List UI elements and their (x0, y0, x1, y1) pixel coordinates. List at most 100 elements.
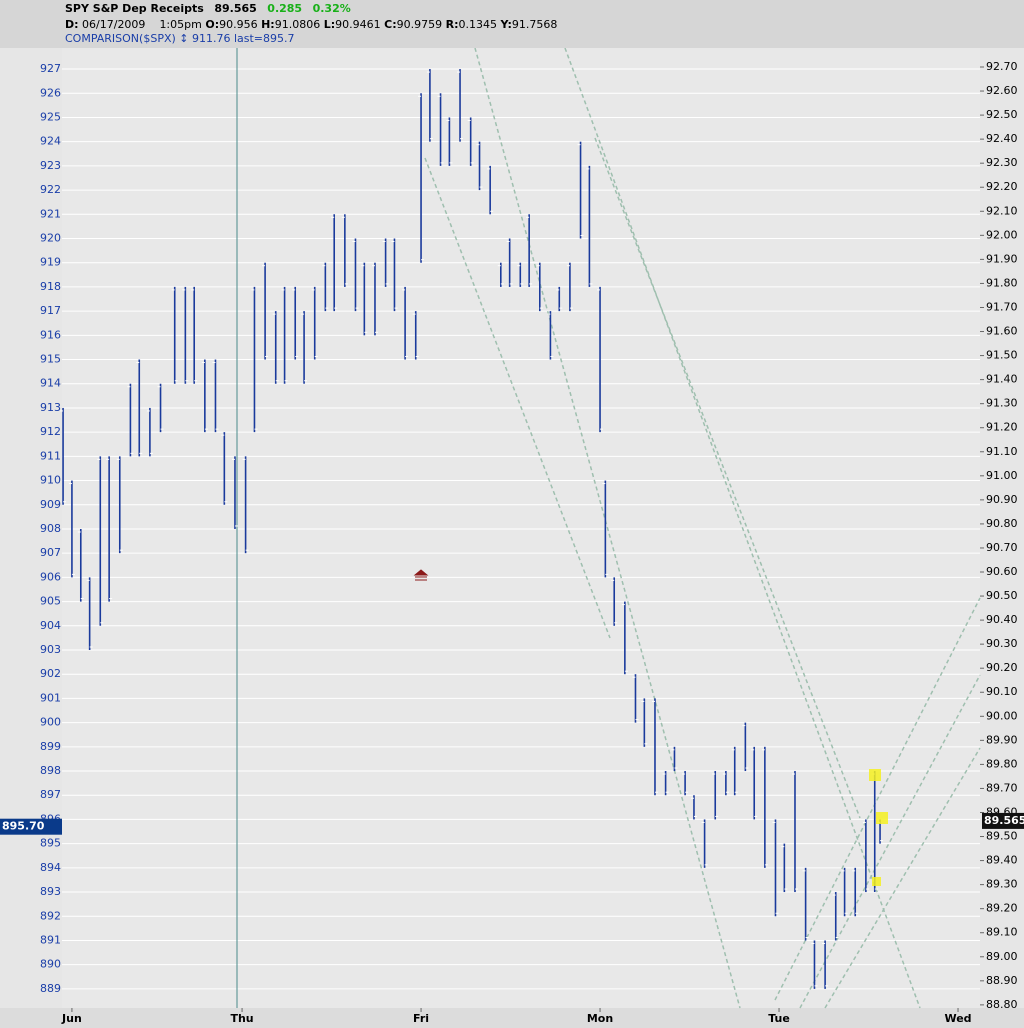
y2-tick-label: 91.60 (986, 325, 1018, 338)
y2-tick-label: 90.30 (986, 637, 1018, 650)
plot-area (62, 48, 980, 1008)
label: R: (445, 18, 459, 31)
y-tick-label: 906 (40, 570, 61, 583)
y-tick-label: 892 (40, 909, 61, 922)
y2-tick-label: 92.30 (986, 156, 1018, 169)
y2-tick-label: 89.90 (986, 733, 1018, 746)
y2-tick-label: 90.10 (986, 685, 1018, 698)
y-tick-label: 899 (40, 740, 61, 753)
y2-tick-label: 89.00 (986, 950, 1018, 963)
y-tick-label: 912 (40, 425, 61, 438)
x-tick-label: Jun (61, 1012, 82, 1025)
y-tick-label: 904 (40, 619, 61, 632)
y2-tick-label: 89.30 (986, 878, 1018, 891)
x-tick-label: Mon (587, 1012, 613, 1025)
y-tick-label: 891 (40, 933, 61, 946)
y-tick-label: 918 (40, 280, 61, 293)
y2-tick-label: 91.00 (986, 469, 1018, 482)
y2-tick-label: 91.30 (986, 397, 1018, 410)
y2-tick-label: 89.70 (986, 781, 1018, 794)
value: 90.956 (219, 18, 258, 31)
y2-tick-label: 92.00 (986, 228, 1018, 241)
y-tick-label: 895 (40, 837, 61, 850)
time: 1:05pm (159, 18, 202, 31)
trend-line (799, 674, 981, 1009)
label: Y: (500, 18, 512, 31)
y-tick-label: 922 (40, 183, 61, 196)
y2-tick-label: 92.60 (986, 84, 1018, 97)
y-tick-label: 905 (40, 595, 61, 608)
x-tick-label: Fri (413, 1012, 429, 1025)
highlight (872, 877, 881, 886)
last: 89.565 (214, 2, 257, 15)
x-tick-label: Tue (768, 1012, 790, 1025)
y-tick-label: 910 (40, 474, 61, 487)
value: 0.1345 (458, 18, 497, 31)
y-tick-label: 900 (40, 716, 61, 729)
trend-line (824, 747, 981, 1009)
y-tick-label: 908 (40, 522, 61, 535)
y2-tick-label: 90.90 (986, 493, 1018, 506)
highlight (876, 812, 888, 824)
y-tick-label: 903 (40, 643, 61, 656)
y2-tick-label: 92.70 (986, 60, 1018, 73)
value: 90.9461 (335, 18, 381, 31)
x-axis-strip (0, 1008, 1024, 1028)
label: H: (261, 18, 275, 31)
comparison: COMPARISON($SPX) ↕ 911.76 last=895.7 (65, 32, 295, 45)
label: D: (65, 18, 79, 31)
y2-tick-label: 91.40 (986, 373, 1018, 386)
label: L: (323, 18, 336, 31)
x-tick-label: Thu (230, 1012, 253, 1025)
y-tick-label: 894 (40, 861, 61, 874)
y-tick-label: 920 (40, 231, 61, 244)
y2-tick-label: 89.50 (986, 830, 1018, 843)
symbol: SPY S&P Dep Receipts (65, 2, 204, 15)
value: 91.0806 (274, 18, 321, 31)
y-tick-label: 927 (40, 62, 61, 75)
y2-tick-label: 88.90 (986, 974, 1018, 987)
y-tick-label: 909 (40, 498, 61, 511)
y2-tick-label: 89.10 (986, 926, 1018, 939)
trend-lines (424, 48, 981, 1009)
chart: 8898908918928938948958968978988999009019… (0, 48, 1024, 1028)
ohlc-line: D: 06/17/2009 1:05pm O:90.956 H:91.0806 … (65, 18, 557, 31)
last-price-box (0, 818, 62, 835)
y2-tick-label: 90.00 (986, 709, 1018, 722)
label: O: (205, 18, 220, 31)
trend-line (594, 137, 861, 819)
y2-tick-label: 92.50 (986, 108, 1018, 121)
y2-tick-label: 89.80 (986, 757, 1018, 770)
y2-tick-label: 90.50 (986, 589, 1018, 602)
y2-tick-label: 91.20 (986, 421, 1018, 434)
y-tick-label: 889 (40, 982, 61, 995)
y-tick-label: 901 (40, 691, 61, 704)
y-tick-label: 924 (40, 135, 61, 148)
y2-tick-label: 91.70 (986, 300, 1018, 313)
y2-tick-label: 89.40 (986, 854, 1018, 867)
y2-tick-label: 90.80 (986, 517, 1018, 530)
y-tick-label: 893 (40, 885, 61, 898)
y2-tick-label: 91.10 (986, 445, 1018, 458)
y-tick-label: 911 (40, 449, 61, 462)
y-tick-label: 897 (40, 788, 61, 801)
y-tick-label: 913 (40, 401, 61, 414)
last-price-label: 895.70 (2, 820, 45, 833)
y-tick-label: 914 (40, 377, 61, 390)
y2-tick-label: 91.90 (986, 252, 1018, 265)
y2-tick-label: 90.40 (986, 613, 1018, 626)
bars (60, 69, 884, 989)
y2-tick-label: 91.80 (986, 276, 1018, 289)
label: C: (384, 18, 397, 31)
value: 91.7568 (511, 18, 558, 31)
y2-tick-label: 92.40 (986, 132, 1018, 145)
trend-line (774, 597, 981, 1001)
y2-tick-label: 92.10 (986, 204, 1018, 217)
y-tick-label: 916 (40, 328, 61, 341)
y-tick-label: 926 (40, 86, 61, 99)
y2-tick-label: 90.20 (986, 661, 1018, 674)
date: 06/17/2009 (82, 18, 146, 31)
y-tick-label: 890 (40, 958, 61, 971)
y2-tick-label: 92.20 (986, 180, 1018, 193)
